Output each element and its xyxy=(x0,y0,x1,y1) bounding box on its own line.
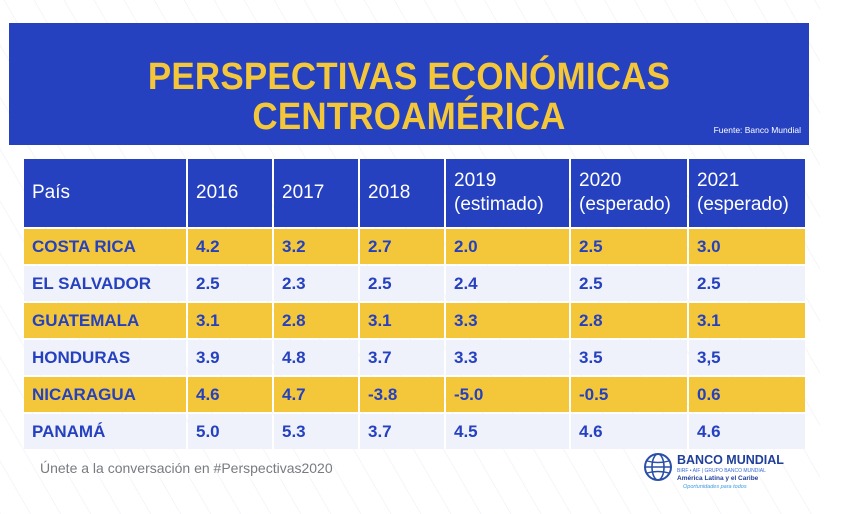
growth-table: País 2016 2017 2018 2019 (estimado) 2020… xyxy=(22,157,807,451)
value-cell: 3.5 xyxy=(571,340,687,375)
logo-name: BANCO MUNDIAL xyxy=(677,453,784,467)
logo-subtitle: BIRF • AIF | GRUPO BANCO MUNDIAL xyxy=(677,468,766,474)
value-cell: 3.3 xyxy=(446,303,569,338)
value-cell: 2.5 xyxy=(571,229,687,264)
country-name: HONDURAS xyxy=(24,340,186,375)
column-header-2016: 2016 xyxy=(188,159,272,227)
column-header-2018: 2018 xyxy=(360,159,444,227)
value-cell: 3.2 xyxy=(274,229,358,264)
globe-icon xyxy=(644,453,672,481)
country-name: COSTA RICA xyxy=(24,229,186,264)
logo-region: América Latina y el Caribe xyxy=(677,475,759,482)
value-cell: -3.8 xyxy=(360,377,444,412)
value-cell: 2.5 xyxy=(689,266,805,301)
page-title: PERSPECTIVAS ECONÓMICAS CENTROAMÉRICA xyxy=(41,57,777,137)
value-cell: 4.2 xyxy=(188,229,272,264)
hashtag-text: Únete a la conversación en #Perspectivas… xyxy=(40,460,333,476)
value-cell: 3.9 xyxy=(188,340,272,375)
table-header-row: País 2016 2017 2018 2019 (estimado) 2020… xyxy=(24,159,805,227)
table-row: PANAMÁ 5.0 5.3 3.7 4.5 4.6 4.6 xyxy=(24,414,805,449)
value-cell: 4.6 xyxy=(571,414,687,449)
column-header-2020: 2020 (esperado) xyxy=(571,159,687,227)
value-cell: 2.8 xyxy=(571,303,687,338)
value-cell: 3.0 xyxy=(689,229,805,264)
column-header-2021: 2021 (esperado) xyxy=(689,159,805,227)
value-cell: 5.3 xyxy=(274,414,358,449)
table-row: COSTA RICA 4.2 3.2 2.7 2.0 2.5 3.0 xyxy=(24,229,805,264)
column-header-country: País xyxy=(24,159,186,227)
value-cell: 3.1 xyxy=(689,303,805,338)
value-cell: 3.1 xyxy=(188,303,272,338)
world-bank-logo: BANCO MUNDIAL BIRF • AIF | GRUPO BANCO M… xyxy=(643,450,803,498)
value-cell: 2.7 xyxy=(360,229,444,264)
value-cell: 5.0 xyxy=(188,414,272,449)
value-cell: -5.0 xyxy=(446,377,569,412)
country-name: GUATEMALA xyxy=(24,303,186,338)
table-row: GUATEMALA 3.1 2.8 3.1 3.3 2.8 3.1 xyxy=(24,303,805,338)
value-cell: 0.6 xyxy=(689,377,805,412)
title-banner: PERSPECTIVAS ECONÓMICAS CENTROAMÉRICA Fu… xyxy=(9,23,809,145)
value-cell: 4.6 xyxy=(188,377,272,412)
value-cell: 3.3 xyxy=(446,340,569,375)
title-line-1: PERSPECTIVAS ECONÓMICAS xyxy=(147,56,671,98)
value-cell: 2.0 xyxy=(446,229,569,264)
country-name: EL SALVADOR xyxy=(24,266,186,301)
value-cell: 2.8 xyxy=(274,303,358,338)
value-cell: 4.7 xyxy=(274,377,358,412)
title-line-2: CENTROAMÉRICA xyxy=(252,96,566,138)
value-cell: 2.5 xyxy=(360,266,444,301)
value-cell: 2.4 xyxy=(446,266,569,301)
country-name: PANAMÁ xyxy=(24,414,186,449)
value-cell: 3.7 xyxy=(360,340,444,375)
column-header-2017: 2017 xyxy=(274,159,358,227)
value-cell: 2.5 xyxy=(571,266,687,301)
table-row: HONDURAS 3.9 4.8 3.7 3.3 3.5 3,5 xyxy=(24,340,805,375)
country-name: NICARAGUA xyxy=(24,377,186,412)
value-cell: 4.5 xyxy=(446,414,569,449)
value-cell: 3.7 xyxy=(360,414,444,449)
value-cell: 3.1 xyxy=(360,303,444,338)
value-cell: 4.6 xyxy=(689,414,805,449)
table-row: EL SALVADOR 2.5 2.3 2.5 2.4 2.5 2.5 xyxy=(24,266,805,301)
value-cell: 2.5 xyxy=(188,266,272,301)
value-cell: -0.5 xyxy=(571,377,687,412)
value-cell: 2.3 xyxy=(274,266,358,301)
logo-tagline: Oportunidades para todos xyxy=(683,484,747,490)
source-label: Fuente: Banco Mundial xyxy=(713,125,801,135)
table-row: NICARAGUA 4.6 4.7 -3.8 -5.0 -0.5 0.6 xyxy=(24,377,805,412)
column-header-2019: 2019 (estimado) xyxy=(446,159,569,227)
value-cell: 3,5 xyxy=(689,340,805,375)
value-cell: 4.8 xyxy=(274,340,358,375)
